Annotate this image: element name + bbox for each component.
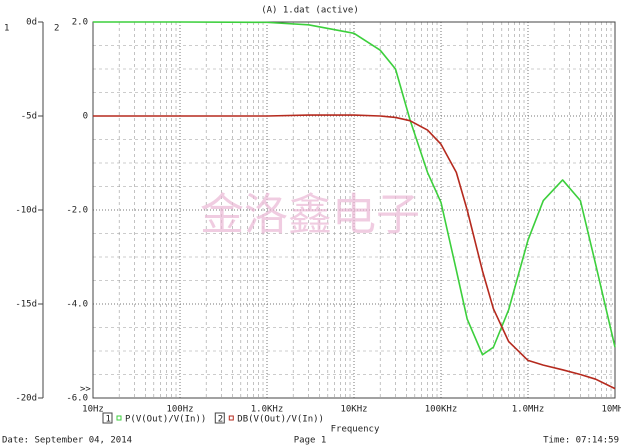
y2-tick-label: -6.0 <box>66 394 88 404</box>
y-tick-label: 0d <box>26 18 37 28</box>
footer-time: Time: 07:14:59 <box>543 436 619 446</box>
x-axis-label: Frequency <box>331 425 380 435</box>
y2-tick-label: -4.0 <box>66 300 88 310</box>
cursor-marker: >> <box>80 385 91 395</box>
footer-date: Date: September 04, 2014 <box>2 436 132 446</box>
legend-entry: P(V(Out)/V(In)) <box>125 415 206 425</box>
x-tick-label: 10MHz <box>601 405 621 415</box>
y-tick-label: -15d <box>15 300 37 310</box>
plot: 10Hz 100Hz 1.0KHz 10KHz 100KHz 1.0MHz 10MHz 0d -… <box>15 18 621 424</box>
y-tick-label: -5d <box>21 112 37 122</box>
legend-box <box>214 412 225 424</box>
x-tick-label: 10Hz <box>82 405 104 415</box>
trace <box>93 114 616 390</box>
plot-title: (A) 1.dat (active) <box>261 6 359 16</box>
x-tick-label: 100KHz <box>425 405 458 415</box>
x-tick-label: 100Hz <box>166 405 193 415</box>
watermark: 金洛鑫电子 <box>200 190 420 241</box>
y2-tick-label: 0 <box>83 112 88 122</box>
y2-tick-label: -2.0 <box>66 206 88 216</box>
legend-swatch <box>228 415 234 421</box>
y2-tick-label: 2.0 <box>72 18 88 28</box>
axis-id: 2 <box>54 24 59 34</box>
x-tick-label: 1.0MHz <box>512 405 545 415</box>
trace <box>93 21 616 356</box>
legend-box <box>102 412 113 424</box>
plot-frame <box>92 21 616 399</box>
legend-id: 1 <box>106 415 111 425</box>
y-tick-label: -20d <box>15 394 37 404</box>
axis-id: 1 <box>4 24 9 34</box>
y-tick-label: -10d <box>15 206 37 216</box>
x-tick-label: 1.0KHz <box>251 405 284 415</box>
legend-id: 2 <box>218 415 223 425</box>
x-tick-label: 10KHz <box>340 405 367 415</box>
legend-swatch <box>116 415 122 421</box>
legend-entry: DB(V(Out)/V(In)) <box>237 415 324 425</box>
footer-page: Page 1 <box>294 436 327 446</box>
